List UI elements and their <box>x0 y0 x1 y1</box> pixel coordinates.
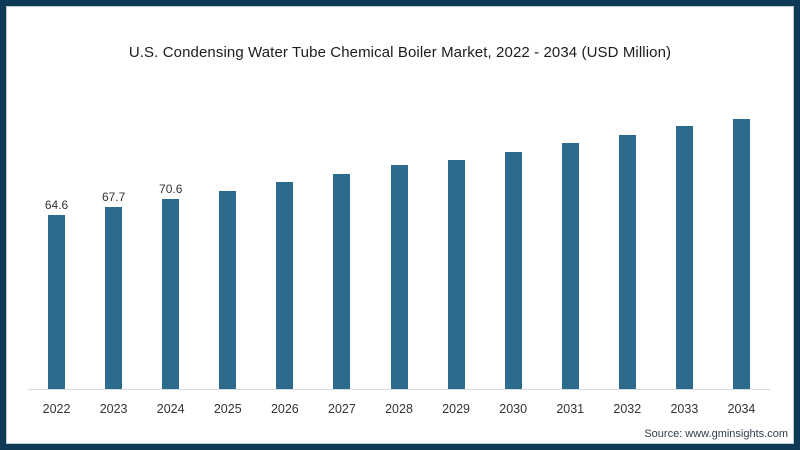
bar-column-2024: 70.6 <box>142 106 199 389</box>
bar-column-2034 <box>713 106 770 389</box>
bar-value-label-2024: 70.6 <box>159 182 183 196</box>
bar-2022 <box>48 215 66 389</box>
x-axis-label-2025: 2025 <box>213 402 242 416</box>
bar-column-2030 <box>485 106 542 389</box>
bar-2023 <box>105 207 123 389</box>
x-axis-label-2022: 2022 <box>42 402 71 416</box>
bar-value-label-2022: 64.6 <box>44 198 69 212</box>
x-axis-label-2032: 2032 <box>613 402 642 416</box>
plot-area: 64.6 67.7 70.6 <box>28 106 770 390</box>
x-axis-label-2024: 2024 <box>156 402 185 416</box>
x-axis-label-2033: 2033 <box>670 402 699 416</box>
bar-2026 <box>276 182 294 389</box>
x-axis-label-2023: 2023 <box>99 402 128 416</box>
x-axis-label-2029: 2029 <box>442 402 470 416</box>
bar-2027 <box>333 174 351 389</box>
bar-2031 <box>561 143 579 389</box>
bar-column-2031 <box>542 106 599 389</box>
x-axis-label-2031: 2031 <box>556 402 585 416</box>
bar-2032 <box>618 135 636 389</box>
source-attribution: Source: www.gminsights.com <box>644 428 788 440</box>
bar-column-2026 <box>256 106 313 389</box>
bar-column-2033 <box>656 106 713 389</box>
bar-2029 <box>447 160 465 389</box>
bar-2033 <box>675 126 693 389</box>
bar-2028 <box>390 165 408 389</box>
bar-column-2025 <box>199 106 256 389</box>
bar-2024 <box>162 199 180 389</box>
x-axis-label-2026: 2026 <box>270 402 299 416</box>
x-axis-label-2030: 2030 <box>499 402 528 416</box>
bar-column-2028 <box>370 106 427 389</box>
x-axis-labels: 2022 2023 2024 2025 2026 2027 2028 2029 2030 2031… <box>28 402 770 416</box>
bar-2034 <box>732 119 750 389</box>
bar-2025 <box>219 191 237 389</box>
x-axis-label-2028: 2028 <box>385 402 413 416</box>
chart-title: U.S. Condensing Water Tube Chemical Boil… <box>128 44 672 61</box>
bar-column-2029 <box>428 106 485 389</box>
bar-column-2023: 67.7 <box>85 106 142 389</box>
bar-value-label-2023: 67.7 <box>101 190 126 204</box>
x-axis-label-2027: 2027 <box>328 402 356 416</box>
bar-column-2027 <box>313 106 370 389</box>
bar-column-2032 <box>599 106 656 389</box>
x-axis-label-2034: 2034 <box>727 402 756 416</box>
bar-column-2022: 64.6 <box>28 106 85 389</box>
bar-2030 <box>504 152 522 389</box>
